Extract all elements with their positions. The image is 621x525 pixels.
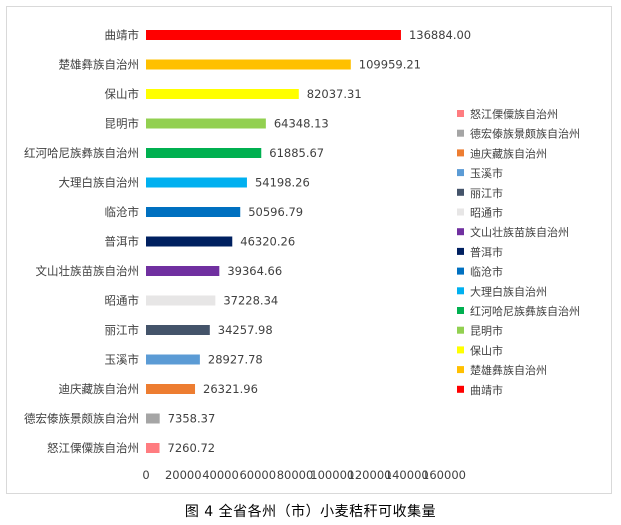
- bar-6: [146, 177, 247, 188]
- bar-2: [146, 59, 351, 70]
- category-label: 昆明市: [105, 117, 140, 131]
- bar-8: [146, 236, 233, 247]
- x-tick-label: 140000: [385, 468, 429, 482]
- category-label: 大理白族自治州: [59, 176, 140, 190]
- x-tick-label: 120000: [348, 468, 392, 482]
- bar-chart: 曲靖市 136884.00 楚雄彝族自治州 109959.21 保山市 82037.31 昆…: [24, 28, 580, 482]
- data-label: 64348.13: [274, 117, 329, 131]
- bar-5: [146, 148, 262, 158]
- legend-entry: 普洱市: [470, 245, 503, 259]
- category-label: 玉溪市: [105, 353, 140, 367]
- legend-swatch: [457, 208, 464, 216]
- data-label: 54198.26: [255, 176, 310, 190]
- bar-10: [146, 295, 216, 306]
- data-label: 7358.37: [168, 412, 216, 426]
- data-label: 39364.66: [227, 264, 282, 278]
- data-label: 26321.96: [203, 382, 258, 396]
- bar-4: [146, 118, 266, 129]
- category-label: 丽江市: [105, 323, 140, 337]
- data-label: 37228.34: [223, 294, 278, 308]
- category-label: 文山壮族苗族自治州: [36, 264, 140, 278]
- data-label: 136884.00: [409, 28, 471, 42]
- category-label: 普洱市: [105, 235, 140, 249]
- legend-swatch: [457, 129, 464, 137]
- legend-swatch: [457, 346, 464, 354]
- x-tick-label: 40000: [202, 468, 239, 482]
- legend-swatch: [457, 149, 464, 157]
- bar-3: [146, 89, 299, 99]
- legend-entry: 临沧市: [470, 265, 503, 279]
- category-label: 德宏傣族景颇族自治州: [24, 412, 139, 426]
- legend-entry: 昆明市: [470, 324, 503, 338]
- category-label: 红河哈尼族彝族自治州: [24, 146, 139, 160]
- legend-swatch: [457, 307, 464, 314]
- bar-12: [146, 354, 200, 365]
- x-tick-label: 0: [142, 468, 149, 482]
- category-label: 临沧市: [105, 205, 140, 219]
- legend-entry: 怒江傈僳族自治州: [470, 107, 558, 121]
- x-tick-label: 100000: [310, 468, 354, 482]
- bar-14: [146, 413, 160, 424]
- bar-1: [146, 30, 401, 40]
- legend-entry: 曲靖市: [470, 383, 503, 397]
- legend-swatch: [457, 169, 464, 177]
- bar-9: [146, 266, 220, 276]
- legend-entry: 昭通市: [470, 206, 503, 220]
- category-label: 迪庆藏族自治州: [59, 382, 140, 396]
- data-label: 82037.31: [307, 87, 362, 101]
- data-label: 46320.26: [240, 235, 295, 249]
- legend-swatch: [457, 385, 464, 393]
- legend-entry: 玉溪市: [470, 166, 503, 180]
- legend-entry: 保山市: [470, 343, 503, 357]
- data-label: 34257.98: [218, 323, 273, 337]
- legend-entry: 迪庆藏族自治州: [470, 146, 547, 160]
- legend-entry: 文山壮族苗族自治州: [470, 225, 569, 239]
- legend-entry: 大理白族自治州: [470, 284, 547, 298]
- legend-swatch: [457, 188, 464, 196]
- legend-swatch: [457, 366, 464, 374]
- legend-swatch: [457, 287, 464, 295]
- legend-entry: 德宏傣族景颇族自治州: [470, 127, 580, 141]
- bar-13: [146, 384, 196, 394]
- legend-swatch: [457, 110, 464, 117]
- data-label: 61885.67: [269, 146, 324, 160]
- category-label: 保山市: [105, 87, 140, 101]
- bar-11: [146, 325, 210, 335]
- data-label: 109959.21: [359, 58, 421, 72]
- data-label: 7260.72: [168, 441, 216, 455]
- data-label: 50596.79: [248, 205, 303, 219]
- figure-caption: 图 4 全省各州（市）小麦秸秆可收集量: [184, 504, 437, 520]
- data-label: 28927.78: [208, 353, 263, 367]
- chart-frame: 曲靖市 136884.00 楚雄彝族自治州 109959.21 保山市 82037.31 昆…: [6, 6, 612, 494]
- category-label: 楚雄彝族自治州: [59, 58, 140, 72]
- x-tick-label: 60000: [239, 468, 276, 482]
- legend-entry: 丽江市: [470, 186, 503, 200]
- legend-swatch: [457, 326, 464, 334]
- category-label: 怒江傈僳族自治州: [47, 441, 139, 455]
- x-tick-label: 20000: [165, 468, 202, 482]
- legend-entry: 楚雄彝族自治州: [470, 363, 547, 377]
- x-tick-label: 160000: [422, 468, 466, 482]
- legend-swatch: [457, 247, 464, 255]
- legend-entry: 红河哈尼族彝族自治州: [470, 304, 580, 318]
- bar-15: [146, 443, 160, 453]
- bar-7: [146, 207, 241, 217]
- category-label: 曲靖市: [105, 28, 140, 42]
- x-tick-label: 80000: [277, 468, 314, 482]
- category-label: 昭通市: [105, 294, 140, 308]
- legend-swatch: [457, 267, 464, 275]
- legend-swatch: [457, 228, 464, 236]
